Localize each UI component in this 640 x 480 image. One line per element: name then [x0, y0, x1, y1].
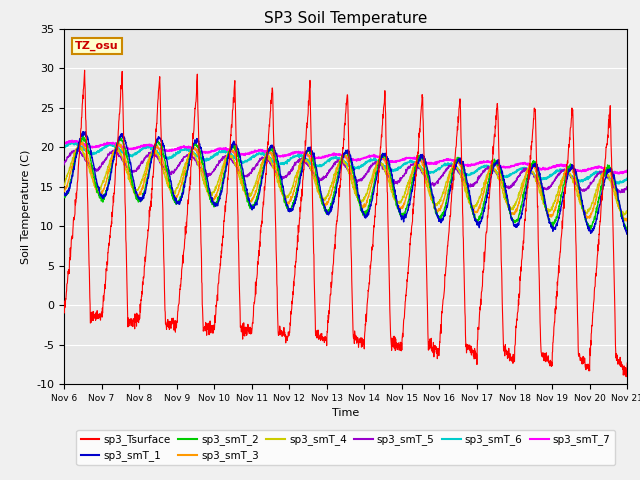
Legend: sp3_Tsurface, sp3_smT_1, sp3_smT_2, sp3_smT_3, sp3_smT_4, sp3_smT_5, sp3_smT_6, : sp3_Tsurface, sp3_smT_1, sp3_smT_2, sp3_…	[76, 430, 615, 466]
sp3_smT_7	[574, 168, 582, 173]
sp3_smT_2	[509, 219, 517, 225]
sp3_Tsurface	[374, 177, 382, 183]
sp3_Tsurface	[623, 360, 631, 366]
sp3_smT_7	[509, 163, 517, 169]
sp3_smT_3	[362, 202, 370, 207]
sp3_Tsurface	[218, 248, 225, 254]
sp3_smT_2	[589, 218, 597, 224]
sp3_smT_7	[623, 168, 631, 173]
sp3_smT_6	[615, 181, 623, 187]
sp3_smT_6	[623, 175, 631, 181]
sp3_smT_5	[616, 190, 624, 195]
sp3_smT_4	[623, 209, 631, 215]
sp3_smT_6	[362, 160, 370, 166]
sp3_smT_3	[574, 185, 582, 191]
sp3_smT_5	[574, 183, 582, 189]
sp3_smT_5	[374, 159, 382, 165]
sp3_Tsurface	[622, 374, 630, 380]
Title: SP3 Soil Temperature: SP3 Soil Temperature	[264, 11, 428, 26]
Line: sp3_smT_6: sp3_smT_6	[64, 142, 627, 184]
sp3_smT_4	[362, 192, 370, 198]
sp3_smT_6	[589, 171, 597, 177]
sp3_smT_7	[374, 154, 382, 160]
sp3_smT_5	[589, 178, 597, 184]
Y-axis label: Soil Temperature (C): Soil Temperature (C)	[20, 149, 31, 264]
sp3_smT_1	[589, 228, 597, 233]
Line: sp3_smT_4: sp3_smT_4	[64, 147, 627, 215]
sp3_smT_2	[60, 193, 68, 199]
X-axis label: Time: Time	[332, 408, 359, 418]
sp3_smT_4	[60, 181, 68, 187]
sp3_smT_1	[218, 188, 225, 193]
sp3_smT_4	[574, 192, 582, 198]
sp3_smT_2	[79, 133, 86, 139]
sp3_smT_1	[623, 230, 631, 236]
sp3_smT_7	[615, 171, 623, 177]
Text: TZ_osu: TZ_osu	[76, 41, 119, 51]
sp3_Tsurface	[574, 319, 582, 324]
sp3_smT_1	[574, 176, 582, 182]
sp3_Tsurface	[81, 67, 88, 73]
sp3_smT_3	[509, 211, 517, 217]
sp3_smT_2	[374, 163, 382, 168]
sp3_smT_6	[67, 139, 75, 144]
sp3_smT_2	[218, 184, 225, 190]
sp3_Tsurface	[362, 311, 370, 317]
sp3_smT_1	[79, 129, 87, 134]
sp3_smT_3	[374, 157, 382, 163]
sp3_smT_4	[374, 161, 382, 167]
sp3_smT_5	[60, 162, 68, 168]
sp3_Tsurface	[60, 309, 68, 314]
sp3_smT_3	[77, 138, 85, 144]
sp3_smT_3	[622, 218, 630, 224]
sp3_smT_3	[623, 216, 631, 221]
sp3_smT_1	[374, 167, 382, 173]
sp3_smT_4	[509, 203, 517, 208]
sp3_smT_6	[218, 149, 225, 155]
sp3_smT_4	[619, 212, 627, 218]
sp3_smT_7	[362, 154, 370, 160]
sp3_smT_6	[574, 177, 582, 182]
sp3_smT_7	[60, 141, 68, 147]
sp3_smT_5	[623, 184, 631, 190]
sp3_smT_4	[77, 144, 84, 150]
Line: sp3_smT_7: sp3_smT_7	[64, 140, 627, 174]
sp3_Tsurface	[589, 307, 597, 312]
sp3_smT_5	[74, 145, 82, 151]
sp3_smT_1	[623, 231, 631, 237]
sp3_smT_6	[374, 159, 382, 165]
sp3_smT_6	[60, 146, 68, 152]
sp3_smT_5	[362, 171, 370, 177]
Line: sp3_Tsurface: sp3_Tsurface	[64, 70, 627, 377]
sp3_smT_1	[60, 192, 68, 198]
sp3_smT_2	[362, 210, 370, 216]
sp3_smT_6	[509, 170, 517, 176]
sp3_smT_3	[589, 205, 597, 211]
sp3_smT_5	[218, 157, 225, 163]
sp3_smT_5	[509, 180, 517, 186]
sp3_smT_2	[574, 180, 582, 185]
sp3_smT_3	[218, 174, 225, 180]
sp3_smT_7	[589, 165, 597, 171]
sp3_smT_7	[68, 137, 76, 143]
sp3_smT_2	[623, 224, 631, 230]
Line: sp3_smT_3: sp3_smT_3	[64, 141, 627, 221]
sp3_Tsurface	[509, 360, 517, 365]
Line: sp3_smT_1: sp3_smT_1	[64, 132, 627, 234]
sp3_smT_4	[218, 170, 225, 176]
sp3_smT_3	[60, 189, 68, 194]
sp3_smT_7	[218, 146, 225, 152]
Line: sp3_smT_5: sp3_smT_5	[64, 148, 627, 192]
sp3_smT_2	[623, 227, 630, 232]
sp3_smT_1	[362, 212, 370, 218]
Line: sp3_smT_2: sp3_smT_2	[64, 136, 627, 229]
sp3_smT_4	[589, 198, 597, 204]
sp3_smT_1	[509, 221, 517, 227]
